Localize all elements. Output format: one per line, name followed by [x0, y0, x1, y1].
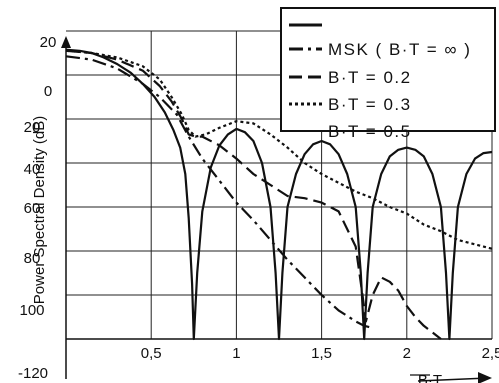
legend-label-2: MSK ( B·T = ∞ ): [328, 40, 471, 59]
tick-labels: 0,5 1 1,5 2 2,5 20 0 20 40 60 80 100 -120 B·T: [18, 34, 499, 383]
y-tick-label: 20: [24, 119, 41, 136]
y-axis-arrow: [61, 36, 71, 48]
x-tick-label: 2,5: [482, 345, 499, 362]
y-tick-label: 80: [24, 250, 41, 267]
y-axis-label: Power Spectral Density (dB): [31, 116, 48, 304]
legend-label-3: B·T = 0.2: [328, 68, 412, 87]
x-tick-label: 0,5: [141, 345, 162, 362]
x-tick-label: 2: [403, 345, 411, 362]
legend: MSK ( B·T = ∞ ) B·T = 0.2 B·T = 0.3 B·T = 0…: [280, 7, 496, 141]
x-axis-arrow-label: B·T: [418, 372, 442, 383]
y-tick-label: 0: [44, 83, 52, 100]
series-line-3: [65, 49, 442, 340]
x-tick-label: 1,5: [311, 345, 332, 362]
y-tick-label: 60: [24, 200, 41, 217]
curves: [65, 48, 493, 341]
series-line-4: [65, 49, 493, 250]
x-axis-arrow-head: [478, 372, 492, 383]
x-tick-label: 1: [232, 345, 240, 362]
legend-label-4: B·T = 0.3: [328, 95, 412, 114]
y-tick-label: -120: [18, 365, 48, 382]
y-tick-label: 40: [24, 161, 41, 178]
series-line-1: [65, 48, 493, 341]
x-axis-arrow-line: [417, 377, 489, 382]
y-tick-label: 100: [19, 302, 44, 319]
series-line-2: [65, 55, 373, 330]
legend-box: [280, 7, 496, 132]
legend-label-5: B·T = 0.5: [328, 122, 412, 141]
y-tick-label: 20: [40, 34, 57, 51]
